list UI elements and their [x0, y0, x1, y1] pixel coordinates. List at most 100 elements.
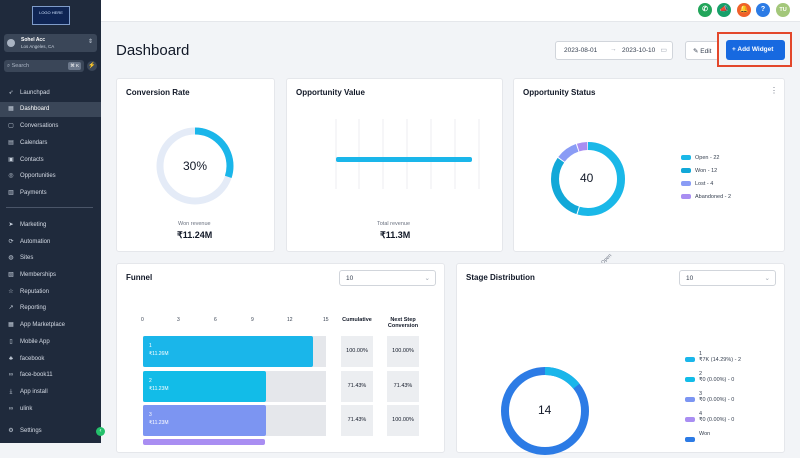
sidebar-item-automation[interactable]: ⟳ Automation [0, 235, 101, 250]
sidebar-item-payments[interactable]: ▥ Payments [0, 186, 101, 201]
total-revenue-caption: Total revenue [377, 221, 411, 227]
page-title: Dashboard [116, 42, 190, 59]
company-logo[interactable]: LOGO HERE [32, 6, 70, 25]
sidebar-item-app-install[interactable]: ⤓ App install [0, 385, 101, 400]
legend-swatch [681, 181, 691, 187]
phone-icon[interactable]: ✆ [698, 3, 712, 17]
more-menu-icon[interactable]: ⋮ [770, 86, 778, 95]
sidebar-item-conversations[interactable]: ▢ Conversations [0, 119, 101, 134]
funnel-tick-label: 15 [323, 317, 329, 323]
opportunity-status-card: Opportunity Status ⋮ 40 Open - 22 Won - 1… [513, 78, 785, 252]
sidebar-item-launchpad[interactable]: ➶ Launchpad [0, 86, 101, 101]
card-title: Opportunity Value [296, 88, 365, 97]
legend-swatch [681, 168, 691, 174]
sidebar-item-label: Payments [20, 190, 47, 196]
chevron-down-icon: ⌄ [424, 275, 430, 282]
funnel-tick-label: 0 [141, 317, 144, 323]
legend-swatch [685, 357, 695, 363]
link-icon: ∞ [8, 372, 14, 378]
funnel-select-value: 10 [346, 275, 354, 282]
sidebar-item-opportunities[interactable]: ◎ Opportunities [0, 169, 101, 184]
funnel-cumulative-cell: 71.43% [341, 371, 373, 402]
avatar[interactable]: TU [776, 3, 790, 17]
calendar-icon: ▤ [8, 140, 14, 146]
legend-label: Won - 12 [695, 168, 718, 174]
total-revenue-value: ₹11.3M [380, 230, 411, 240]
sidebar-item-reporting[interactable]: ↗ Reporting [0, 301, 101, 316]
collapse-sidebar-icon[interactable]: ‹ [96, 427, 105, 436]
help-icon[interactable]: ? [756, 3, 770, 17]
account-icon [7, 39, 15, 47]
sidebar-item-label: Calendars [20, 140, 48, 146]
won-revenue-caption: Won revenue [178, 221, 211, 227]
legend-item: Open - 22 [681, 155, 719, 161]
plus-icon: + [732, 46, 736, 53]
funnel-tick-label: 12 [287, 317, 293, 323]
sidebar-item-calendars[interactable]: ▤ Calendars [0, 136, 101, 151]
funnel-bar[interactable] [143, 439, 265, 445]
funnel-select[interactable]: 10 ⌄ [339, 270, 436, 286]
funnel-tick-label: 6 [214, 317, 217, 323]
funnel-bar[interactable]: 1 ₹11.26M [143, 336, 314, 367]
edit-button[interactable]: ✎ Edit [685, 41, 719, 60]
opportunity-status-donut [551, 142, 625, 216]
add-widget-button[interactable]: + Add Widget [726, 40, 785, 60]
account-switcher[interactable]: Sohel Acc Los Angeles, CA ⇕ [4, 34, 97, 52]
sidebar-item-reputation[interactable]: ☆ Reputation [0, 285, 101, 300]
gear-icon: ⚙ [8, 428, 14, 434]
funnel-bar[interactable]: 2 ₹11.23M [143, 371, 266, 402]
top-bar [101, 0, 800, 22]
sidebar-item-label: App install [20, 389, 48, 395]
sidebar-item-facebook[interactable]: ♣ facebook [0, 352, 101, 367]
legend-item: 1 ₹7K (14.29%) - 2 [685, 351, 741, 363]
sidebar-item-sites[interactable]: ◍ Sites [0, 251, 101, 266]
conversion-gauge [156, 127, 234, 205]
sidebar-item-label: Marketing [20, 222, 47, 228]
dashboard-icon: ▦ [8, 106, 14, 112]
funnel-cumulative-cell: 71.43% [341, 405, 373, 436]
date-range-picker[interactable]: 2023-08-01 → 2023-10-10 ▭ [555, 41, 673, 60]
sidebar-item-memberships[interactable]: ▧ Memberships [0, 268, 101, 283]
legend-detail: ₹0 (0.00%) - 0 [699, 377, 735, 383]
megaphone-icon[interactable]: 📣 [717, 3, 731, 17]
mobile-icon: ▯ [9, 339, 13, 345]
sidebar-item-dashboard[interactable]: ▦ Dashboard [0, 102, 101, 117]
legend-stage: 2 [699, 371, 703, 377]
quick-action-bolt-icon[interactable]: ⚡ [87, 61, 97, 71]
date-from[interactable]: 2023-08-01 [564, 47, 598, 54]
legend-stage: Won [699, 431, 711, 437]
sidebar-item-label: Contacts [20, 157, 44, 163]
funnel-stage-amount: ₹11.23M [149, 420, 169, 426]
sidebar-item-mobile-app[interactable]: ▯ Mobile App [0, 335, 101, 350]
stage-select[interactable]: 10 ⌄ [679, 270, 776, 286]
highlight-box [717, 32, 792, 67]
funnel-next-step-cell: 71.43% [387, 371, 419, 402]
sidebar-item-label: Reputation [20, 289, 50, 295]
sidebar-item-ulink[interactable]: ∞ ulink [0, 402, 101, 417]
sidebar-item-face-book11[interactable]: ∞ face-book11 [0, 368, 101, 383]
legend-detail: ₹7K (14.29%) - 2 [699, 357, 742, 363]
sidebar-item-contacts[interactable]: ▣ Contacts [0, 153, 101, 168]
search-input[interactable]: ⌕ Search ⌘ K [4, 60, 84, 72]
funnel-tick-label: 3 [177, 317, 180, 323]
legend-label: Abandoned - 2 [695, 194, 732, 200]
legend-swatch [685, 397, 695, 403]
status-segment [551, 142, 625, 216]
bell-icon[interactable]: 🔔 [737, 3, 751, 17]
stage-distribution-card: Stage Distribution 10 ⌄ 14 1 ₹7K (14.29%)… [456, 263, 785, 455]
conversion-rate-value: 30% [183, 159, 208, 173]
search-shortcut: ⌘ K [68, 62, 81, 70]
funnel-next-step-cell: 100.00% [387, 405, 419, 436]
card-title: Funnel [126, 273, 153, 282]
sidebar-item-marketing[interactable]: ➤ Marketing [0, 218, 101, 233]
date-to[interactable]: 2023-10-10 [622, 47, 656, 54]
calendar-icon: ▭ [660, 47, 667, 54]
add-widget-label: Add Widget [737, 46, 774, 53]
chevron-updown-icon: ⇕ [87, 39, 93, 45]
globe-icon: ◍ [8, 255, 14, 261]
funnel-tick-label: 9 [251, 317, 254, 323]
sidebar-item-app-marketplace[interactable]: ▦ App Marketplace [0, 318, 101, 333]
funnel-bar[interactable]: 3 ₹11.23M [143, 405, 266, 436]
sidebar-item-settings[interactable]: ⚙ Settings [0, 424, 101, 439]
funnel-stage-label: 2 [149, 378, 152, 384]
